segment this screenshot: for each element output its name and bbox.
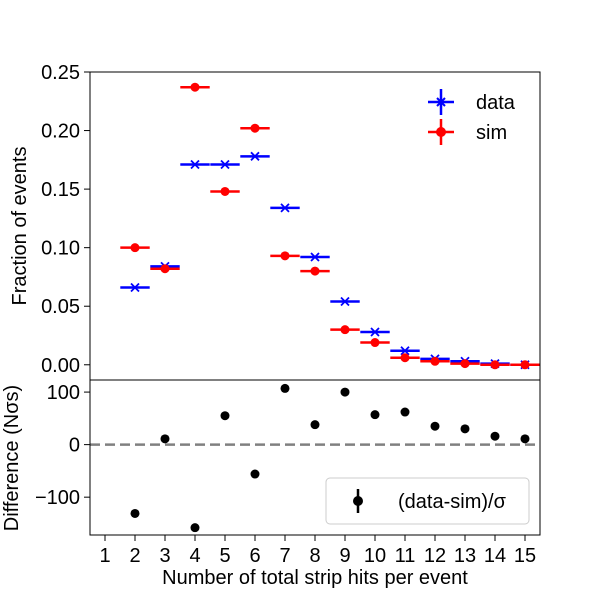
sim-point [250, 123, 260, 133]
legend-data-label: data [476, 92, 516, 114]
data-point [280, 203, 290, 213]
sim-point [280, 251, 290, 261]
sim-point [130, 243, 140, 253]
bottom-legend-box [325, 477, 530, 525]
legend-sim-marker [436, 127, 446, 137]
data-point [220, 159, 230, 170]
diff-point [250, 469, 260, 479]
bottom-plot-frame [89, 379, 541, 536]
bottom-y-axis-label: Difference (Nσs) [1, 385, 23, 531]
top-panel: 0.00 0.05 0.10 0.15 0.20 0.25 [41, 62, 540, 377]
x-tick-label: 13 [454, 545, 476, 567]
top-y-tick-label: 0.05 [41, 296, 80, 318]
diff-point [370, 410, 380, 420]
data-point-stroke [190, 159, 200, 170]
data-point-stroke [250, 151, 260, 161]
data-point-stroke [130, 282, 140, 293]
sim-point [430, 356, 440, 366]
x-tick-label: 3 [159, 545, 170, 567]
data-point-stroke [280, 203, 290, 213]
diff-point [310, 420, 320, 430]
sim-point [160, 264, 170, 274]
data-point [130, 282, 140, 293]
x-tick-label: 11 [395, 545, 416, 567]
data-point [250, 151, 260, 161]
data-point-stroke [400, 346, 410, 356]
bottom-y-tick-label: 0 [69, 435, 80, 457]
x-tick-label: 8 [309, 545, 320, 567]
data-point [310, 252, 320, 262]
diff-point [430, 421, 440, 431]
legend-diff-label: (data-sim)/σ [398, 491, 507, 513]
diff-point [280, 383, 290, 393]
sim-point [370, 338, 380, 348]
x-tick-label: 10 [364, 545, 386, 567]
legend-sim-label: sim [476, 122, 507, 144]
diff-point [340, 387, 350, 397]
data-point-stroke [310, 252, 320, 262]
diff-point [130, 508, 140, 518]
x-tick-label: 2 [129, 545, 140, 567]
x-tick-label: 7 [279, 545, 290, 567]
bottom-legend: (data-sim)/σ [325, 477, 530, 525]
x-tick-label: 6 [249, 545, 260, 567]
x-tick-label: 12 [424, 545, 446, 567]
top-y-axis-label: Fraction of events [9, 147, 31, 306]
bottom-y-tick-label: −100 [35, 487, 80, 509]
diff-point [190, 523, 200, 533]
top-y-tick-label: 0.20 [41, 121, 80, 143]
legend-data-marker [436, 97, 446, 107]
sim-point [190, 82, 200, 92]
top-y-tick-label: 0.15 [41, 179, 80, 201]
diff-point [160, 434, 170, 444]
sim-point [490, 360, 500, 370]
diff-point [220, 411, 230, 421]
sim-point [220, 186, 230, 196]
sim-point [400, 353, 410, 363]
top-y-tick-label: 0.25 [41, 62, 80, 84]
x-tick-label: 4 [189, 545, 200, 567]
x-axis-label: Number of total strip hits per event [162, 567, 468, 589]
x-tick-label: 9 [339, 545, 350, 567]
top-legend: data sim [428, 89, 516, 145]
sim-point [520, 360, 530, 370]
sim-point [310, 266, 320, 276]
sim-point [340, 325, 350, 335]
data-point-stroke [370, 327, 380, 337]
bottom-y-tick-label: 100 [47, 382, 80, 404]
data-point-stroke [340, 296, 350, 307]
data-point [370, 327, 380, 337]
diff-point [520, 434, 530, 444]
diff-point [460, 424, 470, 434]
data-point [190, 159, 200, 170]
diff-point [490, 431, 500, 441]
data-point [340, 296, 350, 307]
top-y-tick-label: 0.10 [41, 238, 80, 260]
sim-point [460, 359, 470, 369]
diff-point [400, 407, 410, 417]
legend-diff-marker [353, 496, 363, 506]
data-point-stroke [220, 159, 230, 170]
x-tick-label: 14 [484, 545, 506, 567]
top-y-tick-label: 0.00 [41, 355, 80, 377]
top-plot-frame [89, 71, 541, 381]
x-tick-label: 15 [514, 545, 536, 567]
x-tick-label: 5 [219, 545, 230, 567]
data-point [400, 346, 410, 356]
x-tick-label: 1 [99, 545, 110, 567]
